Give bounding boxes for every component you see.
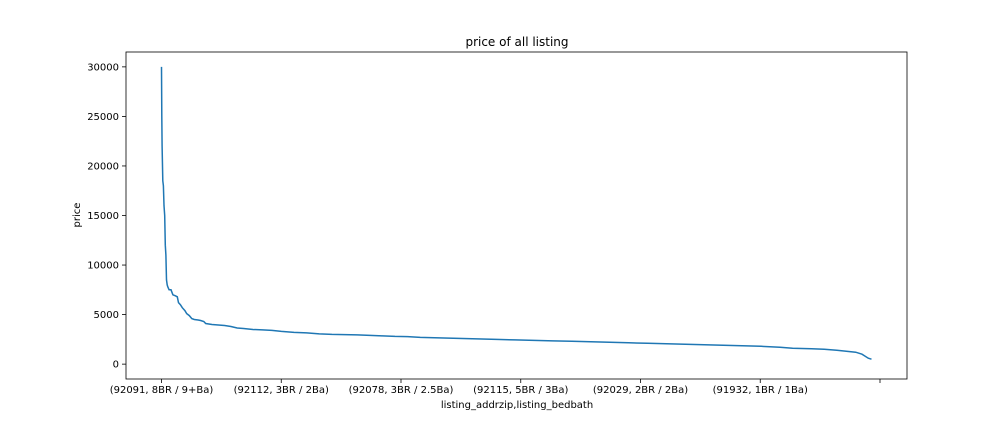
x-tick-label: (92078, 3BR / 2.5Ba): [349, 385, 454, 396]
chart-title: price of all listing: [465, 35, 568, 49]
x-tick-label: (92112, 3BR / 2Ba): [234, 385, 329, 396]
y-tick-label: 0: [113, 360, 119, 371]
y-tick-label: 30000: [87, 62, 119, 73]
y-tick-label: 5000: [94, 310, 119, 321]
plot-area: 0 5000 10000 15000 20000 25000 30000 (92091, 8…: [87, 51, 908, 396]
y-tick-label: 20000: [87, 161, 119, 172]
x-tick-label: (91932, 1BR / 1Ba): [713, 385, 808, 396]
x-tick-label: (92029, 2BR / 2Ba): [593, 385, 688, 396]
x-tick-label: (92091, 8BR / 9+Ba): [110, 385, 214, 396]
y-tick-label: 25000: [87, 112, 119, 123]
x-axis-ticks: (92091, 8BR / 9+Ba) (92112, 3BR / 2Ba) (92…: [110, 379, 881, 396]
x-tick-label: (92115, 5BR / 3Ba): [473, 385, 568, 396]
y-axis-label: price: [72, 203, 83, 228]
x-axis-label: listing_addrzip,listing_bedbath: [441, 400, 593, 411]
y-tick-label: 15000: [87, 211, 119, 222]
price-series-line: [160, 66, 872, 360]
y-axis-ticks: 0 5000 10000 15000 20000 25000 30000: [87, 62, 126, 371]
y-tick-label: 10000: [87, 261, 119, 272]
